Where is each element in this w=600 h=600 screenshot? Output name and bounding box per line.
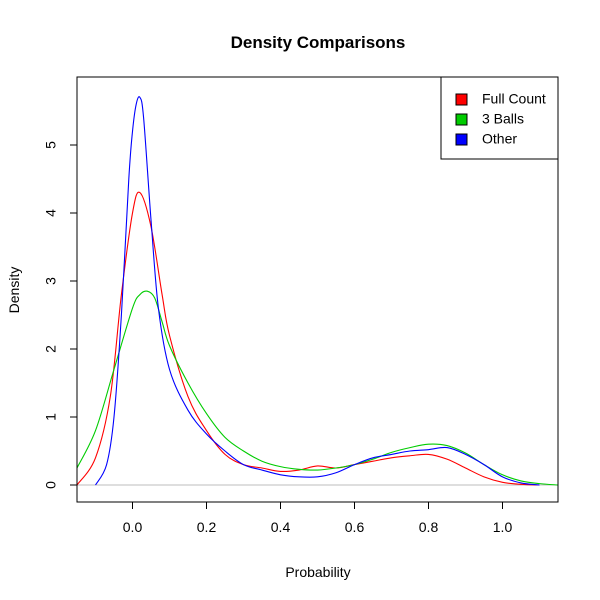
y-tick-label: 2	[43, 345, 59, 353]
legend-label-3-balls: 3 Balls	[482, 111, 524, 127]
legend-label-full-count: Full Count	[482, 91, 546, 107]
y-tick-label: 0	[43, 481, 59, 489]
legend-label-other: Other	[482, 131, 517, 147]
x-tick-label: 1.0	[493, 519, 513, 535]
y-axis: 0 1 2 3 4 5	[43, 141, 77, 489]
x-tick-label: 0.6	[345, 519, 365, 535]
legend: Full Count 3 Balls Other	[440, 76, 559, 160]
x-tick-label: 0.0	[123, 519, 143, 535]
series-line-other	[95, 96, 540, 486]
y-tick-label: 5	[43, 141, 59, 149]
x-axis-label: Probability	[285, 564, 350, 580]
x-tick-label: 0.2	[197, 519, 217, 535]
legend-swatch-3-balls	[455, 113, 468, 126]
x-axis: 0.0 0.2 0.4 0.6 0.8 1.0	[123, 502, 513, 535]
y-tick-label: 1	[43, 413, 59, 421]
y-tick-label: 3	[43, 277, 59, 285]
y-tick-label: 4	[43, 209, 59, 217]
y-axis-label: Density	[6, 267, 22, 314]
legend-swatch-other	[455, 133, 468, 146]
series-line-3-balls	[77, 290, 558, 486]
series-line-full-count	[77, 191, 540, 486]
chart-title: Density Comparisons	[231, 33, 406, 52]
x-tick-label: 0.8	[419, 519, 439, 535]
x-tick-label: 0.4	[271, 519, 291, 535]
series-lines	[77, 96, 558, 486]
plot-frame	[76, 76, 559, 503]
legend-swatch-full-count	[455, 93, 468, 106]
